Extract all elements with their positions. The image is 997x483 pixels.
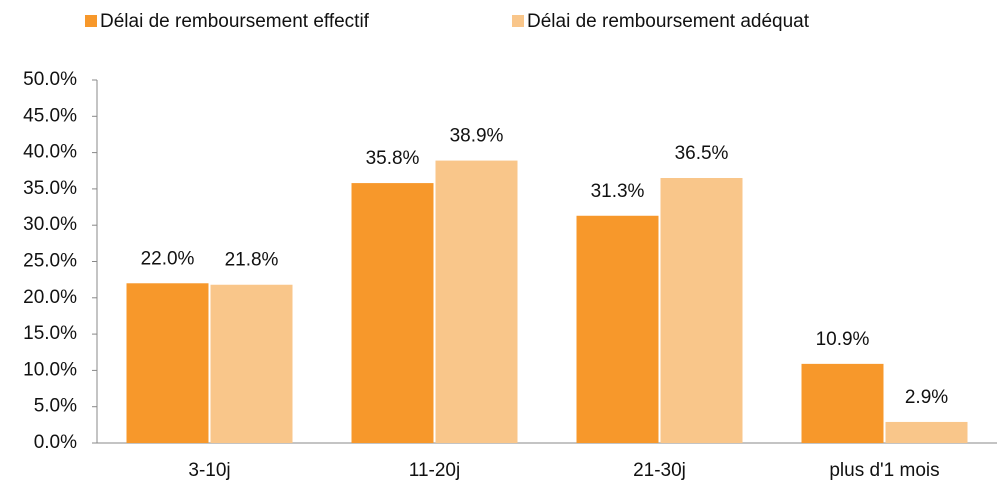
y-tick-label: 30.0%: [23, 214, 77, 235]
x-tick-label: 11-20j: [409, 460, 460, 481]
legend-label: Délai de remboursement adéquat: [527, 11, 810, 32]
bar: [801, 363, 884, 443]
value-label: 31.3%: [591, 181, 645, 202]
y-tick-label: 0.0%: [34, 432, 77, 453]
x-tick-label: plus d'1 mois: [829, 460, 939, 481]
x-tick-label: 21-30j: [633, 460, 686, 481]
value-label: 10.9%: [816, 329, 870, 350]
value-label: 21.8%: [225, 250, 279, 271]
y-tick-label: 45.0%: [23, 105, 77, 126]
legend-swatch: [85, 15, 97, 27]
value-label: 38.9%: [450, 126, 504, 147]
y-tick-label: 10.0%: [23, 359, 77, 380]
y-tick-label: 35.0%: [23, 178, 77, 199]
y-tick-label: 40.0%: [23, 142, 77, 163]
y-tick-label: 25.0%: [23, 251, 77, 272]
value-label: 36.5%: [675, 143, 729, 164]
legend-swatch: [512, 15, 524, 27]
bar: [576, 215, 659, 443]
value-label: 2.9%: [905, 387, 948, 408]
y-tick-label: 50.0%: [23, 69, 77, 90]
bar: [351, 183, 434, 444]
y-tick-label: 5.0%: [34, 396, 77, 417]
bar: [885, 421, 968, 443]
legend-label: Délai de remboursement effectif: [100, 11, 370, 32]
bar: [435, 160, 518, 443]
y-tick-label: 15.0%: [23, 323, 77, 344]
bar: [660, 178, 743, 443]
x-tick-label: 3-10j: [188, 460, 230, 481]
bar: [210, 284, 293, 443]
value-label: 35.8%: [366, 148, 420, 169]
value-label: 22.0%: [141, 248, 195, 269]
bar: [126, 283, 209, 443]
y-tick-label: 20.0%: [23, 287, 77, 308]
